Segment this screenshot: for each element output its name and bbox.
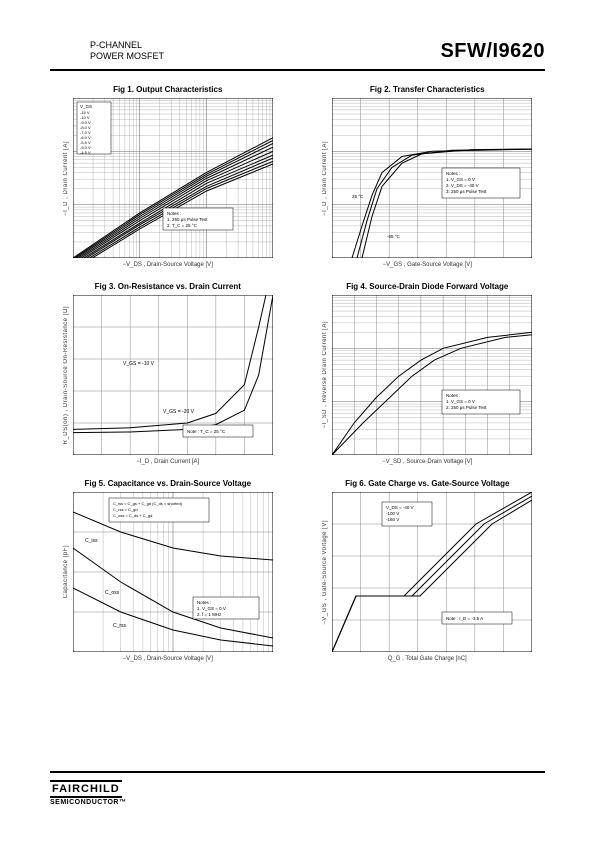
fig2-chart: 25 °C -55 °C Notes :1. V_GS = 0 V2. V_DS =…	[332, 98, 532, 258]
svg-text:V_GS = -10 V: V_GS = -10 V	[123, 361, 155, 367]
svg-text:C_oss = C_ds + C_gd: C_oss = C_ds + C_gd	[113, 513, 152, 518]
fig1-xlabel: −V_DS , Drain-Source Voltage [V]	[123, 262, 213, 268]
brand-top: FAIRCHILD	[50, 780, 122, 798]
svg-text:C_iss: C_iss	[85, 538, 98, 544]
svg-text:C_rss = C_gd: C_rss = C_gd	[113, 507, 138, 512]
svg-text:1. 250 μs Pulse Test: 1. 250 μs Pulse Test	[167, 217, 208, 222]
fig1-title: Fig 1. Output Characteristics	[113, 85, 222, 94]
fig6-xlabel: Q_G , Total Gate Charge [nC]	[388, 656, 467, 662]
svg-text:Notes :: Notes :	[446, 171, 460, 176]
svg-text:-4.5 V: -4.5 V	[80, 150, 91, 155]
fig2-ylabel: −I_D , Drain Current [A]	[322, 141, 328, 216]
footer-divider	[50, 771, 545, 773]
svg-text:2. V_DS = -40 V: 2. V_DS = -40 V	[446, 183, 479, 188]
part-number: SFW/I9620	[440, 40, 545, 63]
svg-text:3. 250 μs Pulse Test: 3. 250 μs Pulse Test	[446, 189, 487, 194]
subtitle-line1: P-CHANNEL	[90, 40, 164, 51]
fig6-panel: Fig 6. Gate Charge vs. Gate-Source Volta…	[310, 479, 546, 662]
fig5-chart: C_iss = C_gs + C_gd (C_ds = shorted)C_rs…	[73, 492, 273, 652]
svg-text:1. V_GS = 0 V: 1. V_GS = 0 V	[197, 606, 226, 611]
svg-text:-100 V: -100 V	[386, 511, 399, 516]
svg-text:1. V_GS = 0 V: 1. V_GS = 0 V	[446, 399, 475, 404]
svg-text:2. 250 μs Pulse Test: 2. 250 μs Pulse Test	[446, 405, 487, 410]
fig4-chart: Notes :1. V_GS = 0 V2. 250 μs Pulse Test	[332, 295, 532, 455]
fig2-panel: Fig 2. Transfer Characteristics −I_D , D…	[310, 85, 546, 268]
fig3-title: Fig 3. On-Resistance vs. Drain Current	[95, 282, 241, 291]
svg-text:2. f = 1 MHz: 2. f = 1 MHz	[197, 612, 222, 617]
fig5-title: Fig 5. Capacitance vs. Drain-Source Volt…	[84, 479, 251, 488]
svg-text:Notes :: Notes :	[446, 393, 460, 398]
fig5-panel: Fig 5. Capacitance vs. Drain-Source Volt…	[50, 479, 286, 662]
chart-grid: Fig 1. Output Characteristics −I_D , Dra…	[50, 85, 545, 662]
svg-text:V_GS: V_GS	[80, 104, 92, 109]
svg-text:-55 °C: -55 °C	[387, 234, 401, 239]
fig4-title: Fig 4. Source-Drain Diode Forward Voltag…	[346, 282, 508, 291]
svg-text:C_iss = C_gs + C_gd (C_ds = sh: C_iss = C_gs + C_gd (C_ds = shorted)	[113, 501, 183, 506]
brand-bottom: SEMICONDUCTOR™	[50, 799, 545, 806]
fig5-xlabel: −V_DS , Drain-Source Voltage [V]	[123, 656, 213, 662]
subtitle-line2: POWER MOSFET	[90, 51, 164, 62]
fig6-title: Fig 6. Gate Charge vs. Gate-Source Volta…	[345, 479, 509, 488]
svg-text:V_DS = -40 V: V_DS = -40 V	[386, 505, 414, 510]
page-header: P-CHANNEL POWER MOSFET SFW/I9620	[50, 40, 545, 63]
fig4-xlabel: −V_SD , Source-Drain Voltage [V]	[382, 459, 472, 465]
svg-text:Notes :: Notes :	[167, 211, 181, 216]
svg-text:Note : T_C = 25 °C: Note : T_C = 25 °C	[187, 429, 226, 434]
fig3-chart: V_GS = -10 V V_GS = -20 V Note : T_C = 25 …	[73, 295, 273, 455]
fig2-title: Fig 2. Transfer Characteristics	[370, 85, 485, 94]
svg-text:1. V_GS = 0 V: 1. V_GS = 0 V	[446, 177, 475, 182]
fig3-xlabel: −I_D , Drain Current [A]	[136, 459, 199, 465]
svg-text:2. T_C = 25 °C: 2. T_C = 25 °C	[167, 223, 198, 228]
svg-text:25 °C: 25 °C	[352, 194, 364, 199]
fig1-panel: Fig 1. Output Characteristics −I_D , Dra…	[50, 85, 286, 268]
brand-block: FAIRCHILD SEMICONDUCTOR™	[50, 779, 545, 806]
fig4-panel: Fig 4. Source-Drain Diode Forward Voltag…	[310, 282, 546, 465]
header-subtitle: P-CHANNEL POWER MOSFET	[50, 40, 164, 62]
svg-text:V_GS = -20 V: V_GS = -20 V	[163, 409, 195, 415]
fig6-chart: V_DS = -40 V-100 V-160 V Note : I_D = -3.…	[332, 492, 532, 652]
fig5-ylabel: Capacitance [pF]	[63, 545, 69, 598]
header-divider	[50, 69, 545, 71]
svg-text:-160 V: -160 V	[386, 517, 399, 522]
fig3-panel: Fig 3. On-Resistance vs. Drain Current R…	[50, 282, 286, 465]
fig6-ylabel: −V_GS , Gate-Source Voltage [V]	[322, 520, 328, 625]
svg-text:Notes :: Notes :	[197, 600, 211, 605]
fig2-xlabel: −V_GS , Gate-Source Voltage [V]	[383, 262, 472, 268]
page-footer: FAIRCHILD SEMICONDUCTOR™	[50, 771, 545, 806]
fig4-ylabel: −I_SD , Reverse Drain Current [A]	[322, 321, 328, 428]
fig1-ylabel: −I_D , Drain Current [A]	[63, 141, 69, 216]
svg-text:C_rss: C_rss	[113, 623, 127, 629]
fig3-ylabel: R_DS(on) , Drain-Source On-Resistance [Ω…	[63, 306, 69, 444]
svg-text:C_oss: C_oss	[105, 590, 120, 596]
svg-text:Note : I_D = -3.5 A: Note : I_D = -3.5 A	[446, 616, 483, 621]
fig1-chart: V_GS-15 V-10 V-9.0 V-8.0 V-7.0 V-6.0 V-5…	[73, 98, 273, 258]
